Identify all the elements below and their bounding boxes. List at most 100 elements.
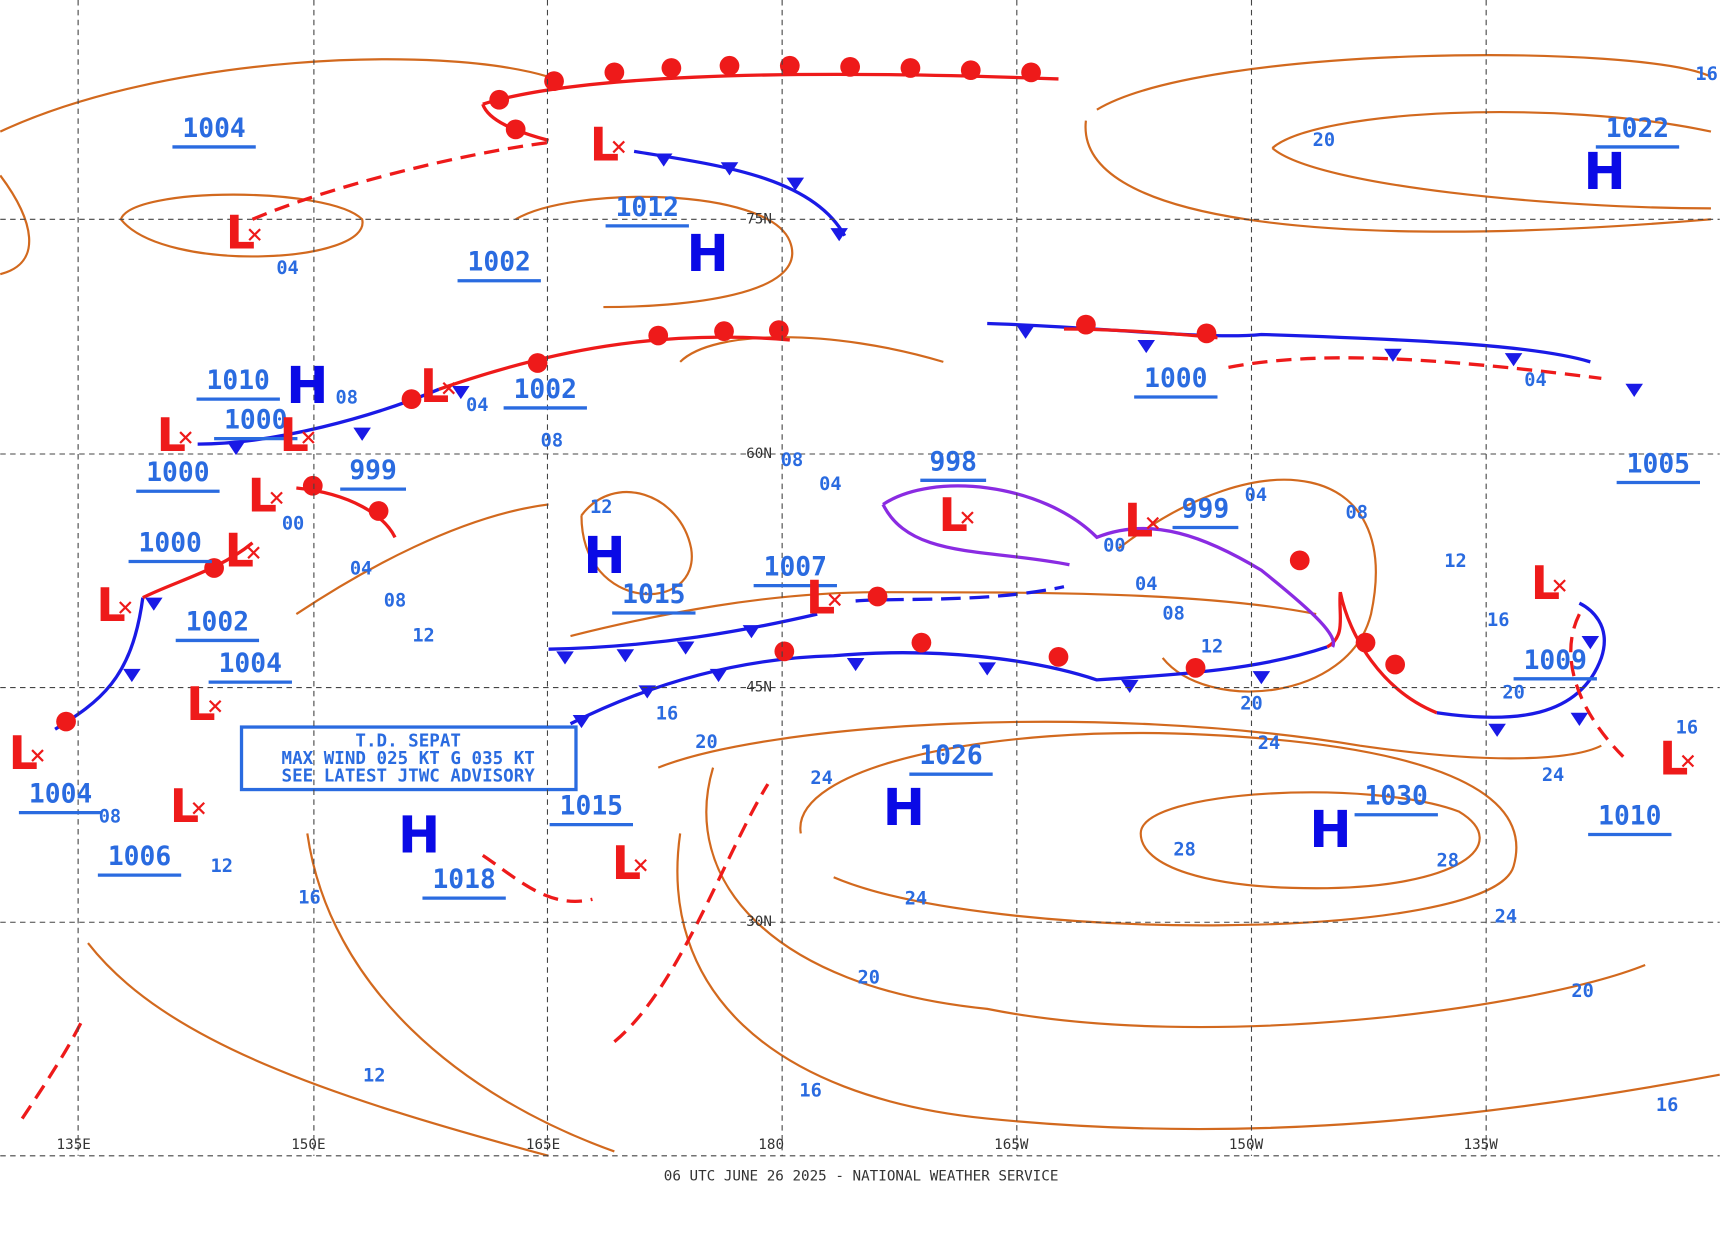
isobar-label: 08 bbox=[1346, 503, 1368, 524]
latitude-label: 45N bbox=[746, 680, 772, 696]
isobar-label: 24 bbox=[1542, 765, 1564, 786]
pressure-label: 1006 bbox=[108, 842, 171, 872]
low-center: L bbox=[170, 779, 199, 833]
cold-front-barb bbox=[1252, 671, 1271, 685]
cold-front-barb bbox=[123, 668, 141, 683]
low-mark bbox=[192, 801, 206, 815]
low-center: L bbox=[612, 836, 641, 890]
high-center: H bbox=[883, 778, 925, 837]
warm-front-bump bbox=[1185, 657, 1206, 678]
cold-front-barb bbox=[616, 649, 635, 663]
isobar-label: 04 bbox=[276, 258, 298, 279]
isobar-label: 00 bbox=[1103, 536, 1125, 557]
pressure-label: 1030 bbox=[1365, 782, 1428, 812]
pressure-label: 1010 bbox=[207, 366, 270, 396]
isobar-label: 08 bbox=[1162, 604, 1184, 625]
low-center: L bbox=[9, 726, 38, 780]
cold-front-barb bbox=[676, 641, 695, 655]
cold-front-barb bbox=[638, 685, 657, 699]
warm-front-bump bbox=[527, 353, 548, 373]
isobar-label: 24 bbox=[1258, 733, 1280, 754]
isobar-label: 12 bbox=[363, 1065, 385, 1086]
isobars bbox=[0, 54, 1720, 1157]
isobar-label: 16 bbox=[298, 888, 320, 909]
warm-front-bump bbox=[779, 55, 800, 76]
low-mark bbox=[612, 140, 626, 154]
low-center: L bbox=[279, 408, 308, 462]
low-mark bbox=[31, 749, 44, 762]
longitude-label: 165W bbox=[994, 1137, 1029, 1153]
warm-front-bump bbox=[544, 71, 564, 92]
isobar-label: 08 bbox=[384, 590, 406, 611]
isobar-label: 08 bbox=[781, 450, 803, 471]
latitude-label: 30N bbox=[746, 914, 772, 930]
isobar-label: 04 bbox=[350, 559, 372, 580]
pressure-label: 1004 bbox=[182, 114, 245, 144]
warm-front-bump bbox=[1355, 632, 1376, 653]
isobar-label: 04 bbox=[1135, 574, 1157, 595]
pressure-label: 1005 bbox=[1627, 449, 1690, 479]
isobar-label: 04 bbox=[1524, 370, 1546, 391]
isobar-label: 16 bbox=[1676, 718, 1698, 739]
low-mark bbox=[270, 491, 283, 505]
high-center: H bbox=[398, 805, 440, 864]
warm-front-bump bbox=[1385, 654, 1406, 675]
low-mark bbox=[179, 431, 192, 444]
isobar-label: 16 bbox=[1487, 610, 1509, 631]
warm-front-bump bbox=[489, 89, 510, 110]
low-center: L bbox=[157, 408, 186, 462]
warm-front-bump bbox=[1048, 646, 1069, 667]
footer: 06 UTC JUNE 26 2025 - NATIONAL WEATHER S… bbox=[664, 1169, 1059, 1185]
cold-front-barb bbox=[742, 625, 761, 639]
warm-front-bump bbox=[56, 711, 76, 732]
isobar-label: 04 bbox=[466, 395, 488, 416]
low-center: L bbox=[420, 359, 449, 413]
isobar-label: 12 bbox=[590, 497, 612, 518]
cold-front-barb bbox=[1504, 353, 1523, 367]
latitude-label: 75N bbox=[746, 211, 772, 227]
cold-front-barb bbox=[556, 651, 574, 665]
high-center: H bbox=[1309, 800, 1351, 859]
low-center: L bbox=[806, 570, 835, 624]
low-mark bbox=[302, 431, 315, 444]
warm-front-bump bbox=[661, 58, 682, 78]
warm-front-bump bbox=[1289, 550, 1310, 571]
low-mark bbox=[828, 593, 842, 607]
isobar-label: 20 bbox=[1240, 694, 1262, 715]
isobar-label: 12 bbox=[211, 856, 233, 877]
cold-front-barb bbox=[452, 386, 470, 400]
isobar-label: 20 bbox=[1502, 683, 1524, 704]
warm-front-bump bbox=[840, 57, 860, 77]
high-center: H bbox=[686, 224, 728, 283]
advisory-line: MAX WIND 025 KT G 035 KT bbox=[282, 749, 535, 769]
isobar-label: 16 bbox=[656, 703, 678, 724]
low-mark bbox=[961, 511, 974, 524]
longitude-label: 165E bbox=[526, 1137, 560, 1153]
warm-front-bump bbox=[1076, 314, 1096, 335]
warm-front-bump bbox=[401, 389, 422, 410]
low-center: L bbox=[1124, 494, 1153, 548]
warm-front-bump bbox=[774, 641, 795, 662]
isobar-label: 08 bbox=[99, 806, 121, 827]
isobar-label: 24 bbox=[905, 889, 927, 910]
low-mark bbox=[119, 601, 132, 614]
cold-front-barb bbox=[353, 427, 371, 441]
high-center: H bbox=[1583, 142, 1625, 201]
isobar-label: 20 bbox=[1313, 130, 1335, 151]
pressure-label: 1018 bbox=[432, 865, 495, 895]
low-center: L bbox=[1531, 556, 1560, 610]
pressure-label: 1026 bbox=[919, 741, 982, 771]
longitude-label: 135E bbox=[57, 1137, 91, 1153]
cold-front-barb bbox=[1625, 383, 1643, 397]
longitude-label: 150E bbox=[291, 1137, 325, 1153]
isobar-label: 12 bbox=[1201, 636, 1223, 657]
pressure-label: 1002 bbox=[514, 375, 577, 405]
isobar-label: 20 bbox=[858, 968, 880, 989]
advisory-line: T.D. SEPAT bbox=[355, 731, 461, 751]
cold-front-barb bbox=[709, 668, 728, 683]
pressure-label: 1015 bbox=[560, 792, 623, 822]
low-mark bbox=[1553, 579, 1566, 592]
cold-front-barb bbox=[1570, 712, 1589, 726]
warm-front-bump bbox=[1196, 323, 1217, 344]
warm-front-bump bbox=[1021, 62, 1041, 83]
